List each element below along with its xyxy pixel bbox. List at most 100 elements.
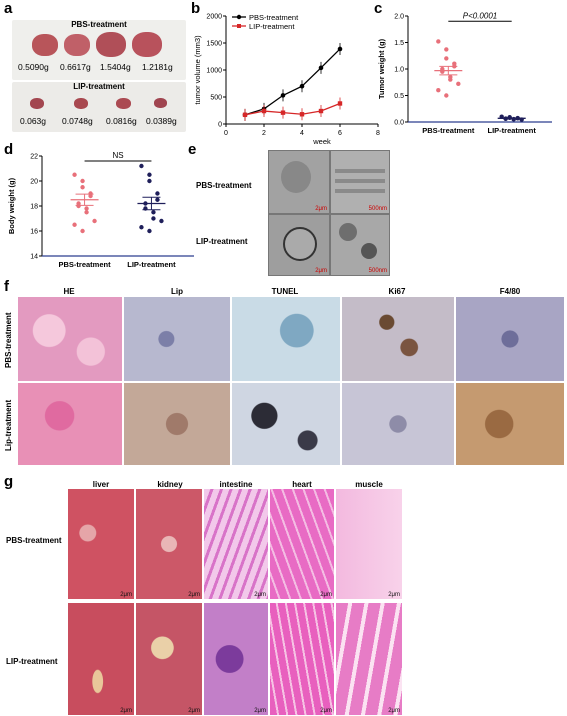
kidney-lip-image: 2μm <box>136 603 202 715</box>
data-point <box>261 108 267 114</box>
em-image-pbs-low: 2μm <box>268 150 330 214</box>
ki67-pbs-image <box>342 297 454 381</box>
y-tick-label: 1500 <box>206 41 222 48</box>
y-tick-label: 20 <box>30 179 38 186</box>
y-axis-label: Body weight (g) <box>7 177 16 234</box>
tumor-weight-label: 1.5404g <box>100 62 131 72</box>
ki67-lip-image <box>342 383 454 465</box>
data-point <box>444 56 449 61</box>
data-point <box>147 172 152 177</box>
data-point <box>280 110 286 115</box>
panel-g-label: g <box>4 473 14 490</box>
data-point <box>80 185 85 190</box>
tumor-weight-label: 0.063g <box>20 116 46 126</box>
data-point <box>436 88 441 93</box>
category-label: PBS-treatment <box>59 260 112 269</box>
lip-lip-image <box>124 383 230 465</box>
data-point <box>337 46 343 52</box>
data-point <box>444 47 449 52</box>
data-point <box>242 112 248 118</box>
tumor <box>132 32 162 57</box>
scale-bar-label: 2μm <box>254 592 266 598</box>
data-point <box>92 218 97 224</box>
y-tick-label: 1000 <box>206 68 222 75</box>
tumor <box>32 34 58 56</box>
row-label-pbs: PBS-treatment <box>6 536 62 545</box>
data-point <box>337 101 343 106</box>
tumor-volume-chart: 0 2 4 6 8 0 500 1000 1500 2000 week tumor volume (m… <box>193 13 380 144</box>
lip-photo-title: LIP-treatment <box>73 82 125 91</box>
tumor-weight-label: 0.5090g <box>18 62 49 72</box>
tunel-lip-image <box>232 383 340 465</box>
intestine-lip-image: 2μm <box>204 603 268 715</box>
panel-b-label: b <box>191 0 201 17</box>
y-tick-label: 1.0 <box>394 67 404 74</box>
x-axis-label: week <box>312 137 331 144</box>
x-tick-label: 6 <box>338 130 342 137</box>
data-point <box>139 163 144 169</box>
lip-pbs-image <box>124 297 230 381</box>
panel-f-label: f <box>4 278 9 295</box>
em-row-label-lip: LIP-treatment <box>196 237 248 246</box>
lip-tumor-photo: LIP-treatment 0.063g 0.0748g 0.0816g 0.0… <box>12 82 186 132</box>
data-point <box>155 197 160 202</box>
tumor-weight-label: 0.0816g <box>106 116 137 126</box>
category-label: LIP-treatment <box>127 260 176 269</box>
y-tick-label: 18 <box>30 204 38 211</box>
data-point <box>80 178 85 184</box>
series-line-lip <box>244 102 341 116</box>
scale-bar-label: 2μm <box>320 708 332 714</box>
tumor <box>30 98 44 109</box>
legend-label: PBS-treatment <box>249 13 299 22</box>
f480-pbs-image <box>456 297 564 381</box>
tumor-weight-chart: 0.0 0.5 1.0 1.5 2.0 Tumor weight (g) PBS-treat… <box>377 11 552 135</box>
y-tick-label: 2000 <box>206 14 222 21</box>
data-point <box>299 83 305 89</box>
y-tick-label: 500 <box>210 95 222 102</box>
tumor-weight-label: 0.6617g <box>60 62 91 72</box>
scale-bar-label: 500nm <box>368 268 387 274</box>
tumor-weight-label: 0.0748g <box>62 116 93 126</box>
col-label-f480: F4/80 <box>499 287 521 296</box>
x-tick-label: 0 <box>224 130 228 137</box>
y-tick-label: 16 <box>30 229 38 236</box>
col-label-lip: Lip <box>171 287 183 296</box>
scale-bar-label: 2μm <box>188 592 200 598</box>
data-point <box>456 81 461 87</box>
tumor-weight-label: 0.0389g <box>146 116 177 126</box>
y-tick-label: 0.5 <box>394 93 404 100</box>
scale-bar-label: 2μm <box>120 592 132 598</box>
row-label-lip: LIP-treatment <box>6 657 58 666</box>
data-point <box>72 172 77 177</box>
scale-bar-label: 500nm <box>368 206 387 212</box>
significance-label: P<0.0001 <box>463 11 497 20</box>
liver-lip-image: 2μm <box>68 603 134 715</box>
liver-pbs-image: 2μm <box>68 489 134 599</box>
panel-c-label: c <box>374 0 383 17</box>
data-point <box>318 65 324 71</box>
em-image-pbs-high: 500nm <box>330 150 390 214</box>
category-label: PBS-treatment <box>422 126 475 135</box>
tumor <box>64 34 90 56</box>
col-label-ki67: Ki67 <box>388 287 406 296</box>
tunel-pbs-image <box>232 297 340 381</box>
data-point <box>80 228 85 234</box>
data-point <box>280 93 286 98</box>
f480-lip-image <box>456 383 564 465</box>
data-point <box>151 216 156 221</box>
tumor <box>116 98 131 109</box>
data-point <box>72 222 77 227</box>
data-point <box>151 210 156 215</box>
y-tick-label: 22 <box>30 154 38 161</box>
data-point <box>448 77 453 82</box>
data-point <box>88 193 93 199</box>
series-line-pbs <box>244 48 341 116</box>
data-point <box>84 206 89 211</box>
heart-lip-image: 2μm <box>270 603 334 715</box>
scale-bar-label: 2μm <box>188 708 200 714</box>
data-point <box>159 218 164 224</box>
legend-marker <box>237 24 241 28</box>
scale-bar-label: 2μm <box>315 206 327 212</box>
col-label-heart: heart <box>292 480 312 489</box>
scale-bar-label: 2μm <box>320 592 332 598</box>
